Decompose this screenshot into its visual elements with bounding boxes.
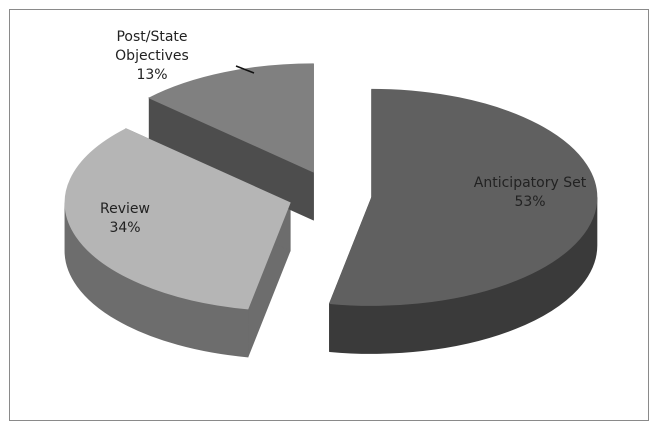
pie: [64, 63, 598, 358]
label-category: Post/State Objectives: [115, 29, 189, 64]
label-value: 34%: [109, 220, 141, 236]
slice: [64, 128, 291, 310]
data-label: Post/State Objectives 13%: [107, 28, 197, 85]
slice: [148, 63, 314, 173]
data-label: Review 34%: [80, 200, 170, 238]
leader-line: [235, 65, 255, 74]
label-category: Review: [100, 201, 150, 217]
label-value: 13%: [136, 67, 168, 83]
data-label: Anticipatory Set 53%: [450, 174, 610, 212]
slice: [328, 88, 598, 306]
label-value: 53%: [514, 194, 546, 210]
label-category: Anticipatory Set: [473, 175, 587, 191]
